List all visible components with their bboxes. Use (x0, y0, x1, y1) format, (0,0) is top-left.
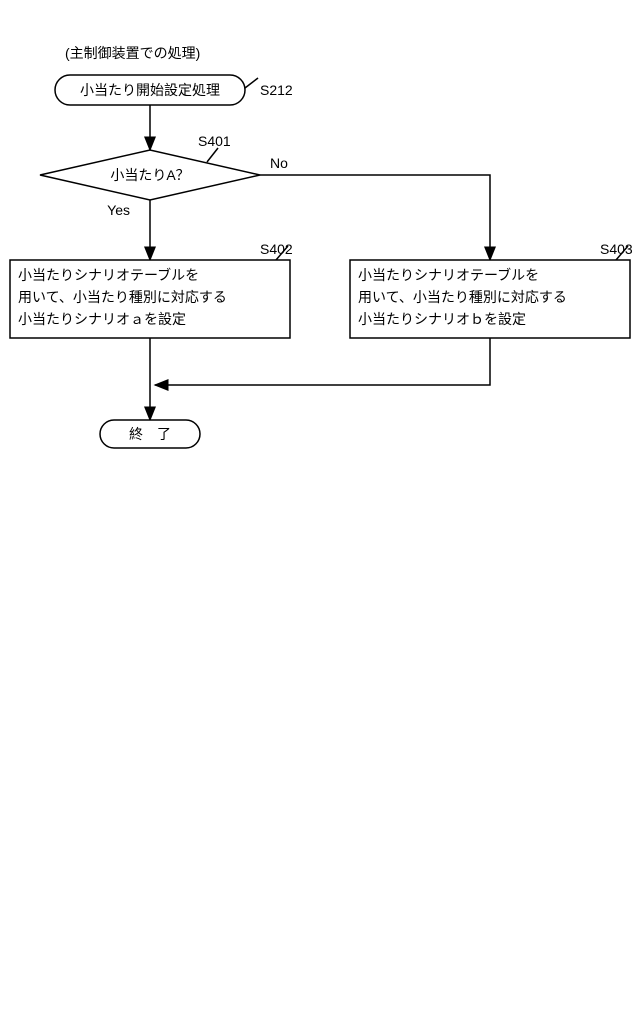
procA-step-label: S402 (260, 241, 293, 257)
procB-node: 小当たりシナリオテーブルを 用いて、小当たり種別に対応する 小当たりシナリオｂを… (350, 241, 633, 338)
header-text: (主制御装置での処理) (65, 45, 200, 61)
end-label: 終 了 (129, 426, 171, 442)
decision-yes-label: Yes (107, 202, 130, 218)
procB-line3: 小当たりシナリオｂを設定 (358, 311, 526, 327)
flowchart-canvas: (主制御装置での処理) 小当たり開始設定処理 S212 小当たりA？ S401 … (0, 0, 640, 1028)
procA-line2: 用いて、小当たり種別に対応する (18, 289, 227, 305)
end-node: 終 了 (100, 420, 200, 448)
procB-step-label: S403 (600, 241, 633, 257)
procB-line2: 用いて、小当たり種別に対応する (358, 289, 567, 305)
procA-node: 小当たりシナリオテーブルを 用いて、小当たり種別に対応する 小当たりシナリオａを… (10, 241, 293, 338)
decision-step-label: S401 (198, 133, 231, 149)
start-label: 小当たり開始設定処理 (80, 82, 220, 98)
start-node: 小当たり開始設定処理 S212 (55, 75, 293, 105)
procA-line1: 小当たりシナリオテーブルを (18, 267, 199, 283)
edge-decision-procB (260, 175, 490, 260)
decision-text: 小当たりA？ (110, 167, 189, 183)
start-step-label: S212 (260, 82, 293, 98)
decision-node: 小当たりA？ S401 Yes No (40, 133, 288, 218)
edge-procB-merge (155, 338, 490, 385)
decision-no-label: No (270, 155, 288, 171)
procB-line1: 小当たりシナリオテーブルを (358, 267, 539, 283)
procA-line3: 小当たりシナリオａを設定 (18, 311, 186, 327)
